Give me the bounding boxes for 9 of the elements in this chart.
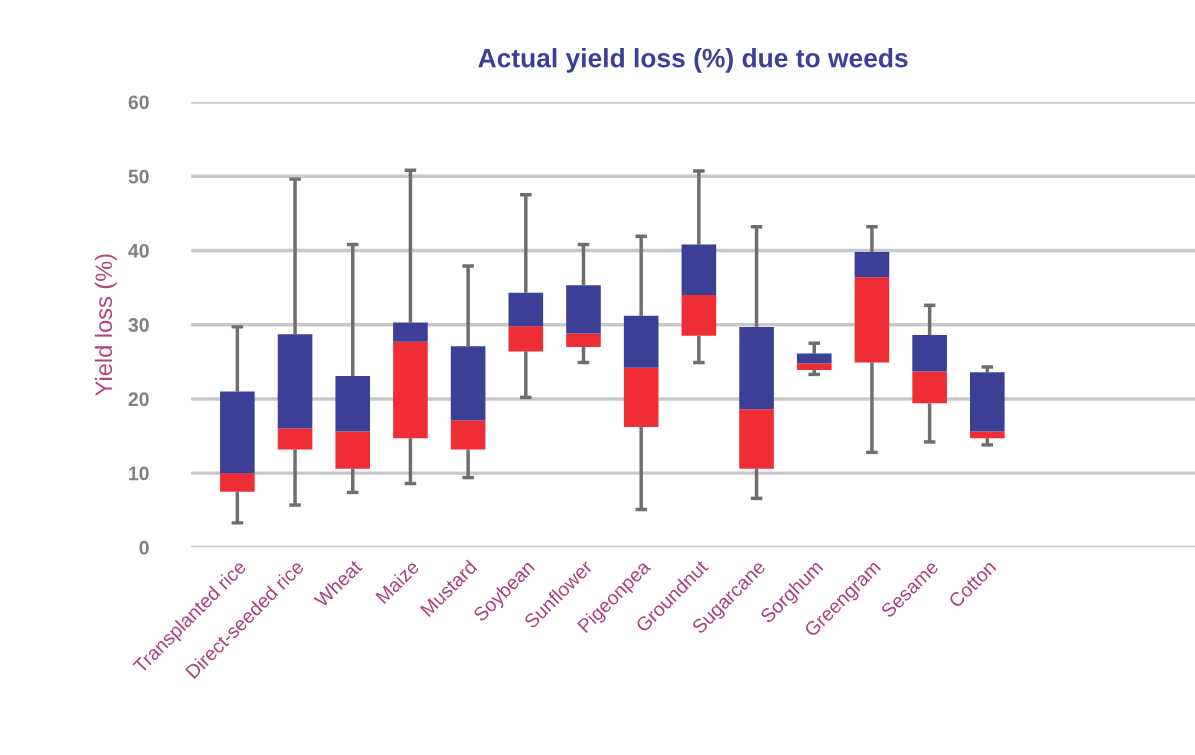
chart-title: Actual yield loss (%) due to weeds xyxy=(478,48,908,73)
y-tick-label: 30 xyxy=(128,318,149,332)
y-tick-label: 0 xyxy=(139,540,149,555)
y-tick-label: 20 xyxy=(128,392,149,407)
y-tick-label: 50 xyxy=(128,169,149,184)
y-axis-title: Yield loss (%) xyxy=(94,254,117,396)
y-tick-label: 60 xyxy=(128,95,149,110)
y-tick-label: 10 xyxy=(129,466,149,481)
y-tick-label: 40 xyxy=(128,243,149,258)
